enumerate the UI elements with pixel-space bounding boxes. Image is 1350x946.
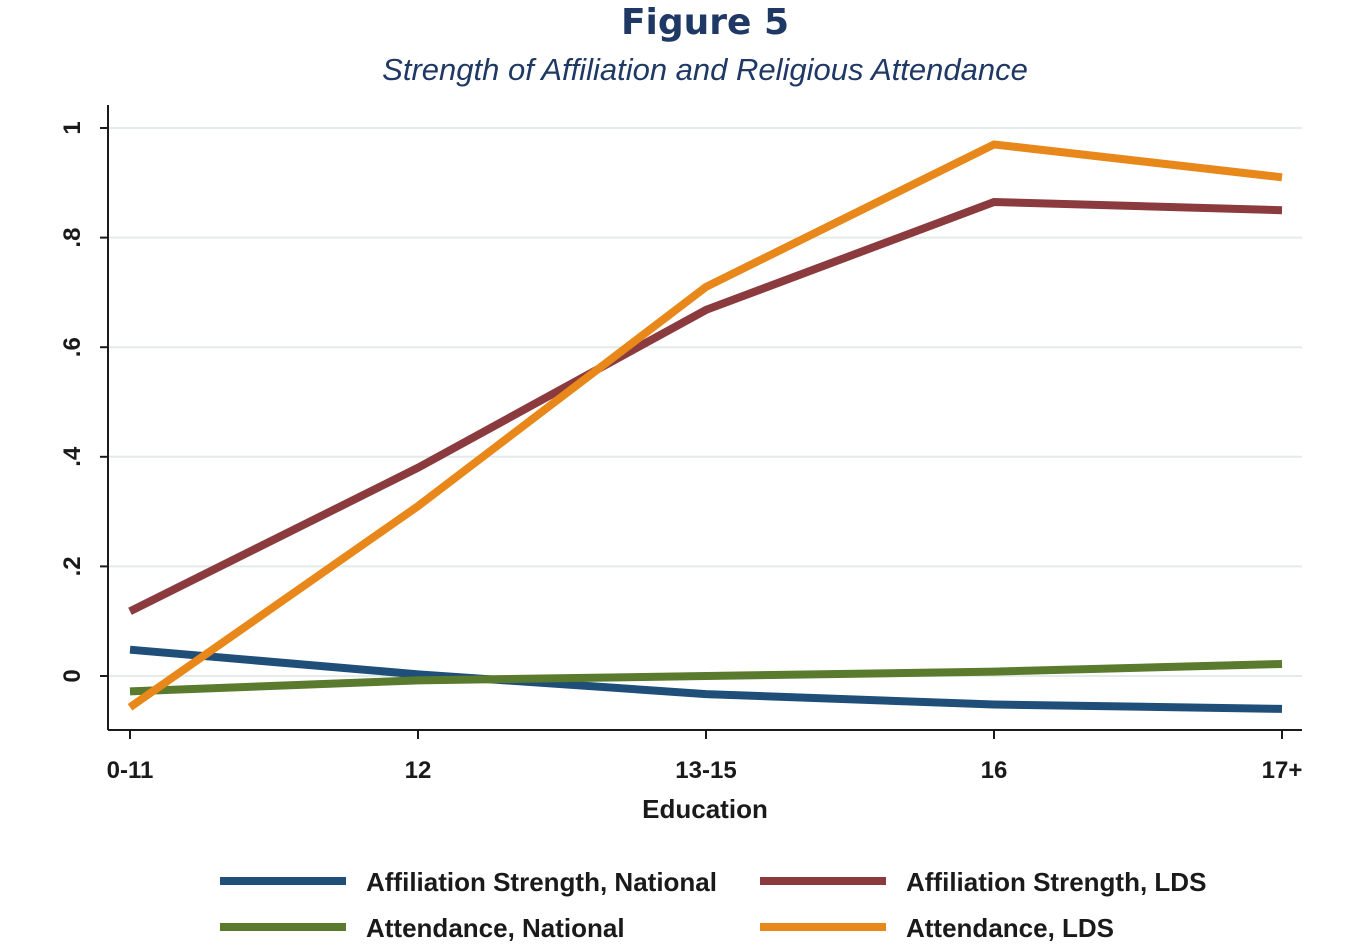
series-line-affiliation-strength-lds [128, 197, 1283, 615]
axes [100, 105, 1302, 739]
series-line-affiliation-strength-national [129, 645, 1283, 713]
legend-label: Attendance, National [366, 913, 625, 943]
y-tick-label: .2 [59, 556, 86, 576]
legend: Affiliation Strength, National Affiliatio… [220, 867, 1206, 943]
series-line-attendance-lds [127, 140, 1283, 711]
x-axis-title: Education [642, 794, 768, 824]
x-tick-labels: 0-11 12 13-15 16 17+ [107, 757, 1303, 784]
series-line-attendance-national [129, 659, 1283, 696]
legend-label: Affiliation Strength, LDS [906, 867, 1206, 897]
legend-label: Affiliation Strength, National [366, 867, 717, 897]
y-tick-label: 1 [59, 121, 86, 134]
x-tick-label: 12 [405, 757, 432, 784]
x-tick-label: 13-15 [675, 757, 736, 784]
y-tick-label: .6 [59, 337, 86, 357]
y-tick-label: .4 [59, 446, 86, 467]
x-tick-label: 16 [981, 757, 1008, 784]
y-tick-label: 0 [59, 669, 86, 682]
legend-label: Attendance, LDS [906, 913, 1114, 943]
y-tick-labels: 0 .2 .4 .6 .8 1 [59, 121, 86, 682]
x-tick-label: 17+ [1262, 757, 1303, 784]
x-tick-label: 0-11 [107, 757, 154, 784]
y-tick-label: .8 [59, 228, 86, 248]
figure-title: Figure 5 [620, 2, 790, 43]
figure-subtitle: Strength of Affiliation and Religious At… [382, 52, 1028, 87]
series-lines [127, 140, 1283, 713]
